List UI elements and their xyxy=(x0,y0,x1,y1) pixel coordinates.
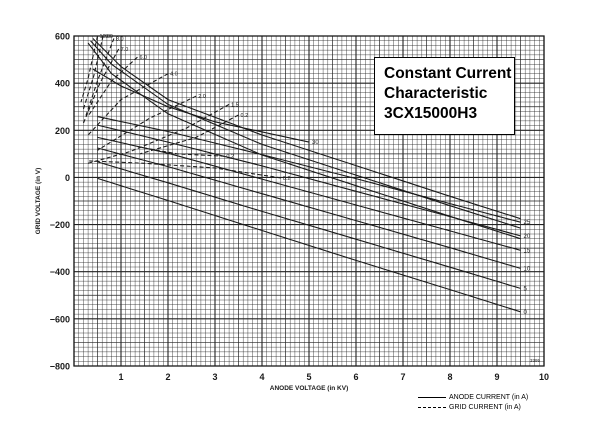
chart-title-line-2: Characteristic xyxy=(384,85,488,102)
legend-label-anode: ANODE CURRENT (in A) xyxy=(449,393,529,401)
anode-current-label: 0 xyxy=(524,310,528,316)
grid-current-label: 6.0 xyxy=(139,55,147,61)
anode-current-line xyxy=(97,116,521,223)
anode-current-label: 10 xyxy=(524,266,531,272)
x-tick-label: 8 xyxy=(447,372,452,382)
x-tick-label: 3 xyxy=(212,372,217,382)
grid-current-line xyxy=(82,48,120,124)
x-tick-label: 10 xyxy=(539,372,549,382)
grid-current-label: 9.0 xyxy=(105,34,113,40)
y-tick-label: −600 xyxy=(50,314,70,324)
x-tick-label: 2 xyxy=(165,372,170,382)
anode-current-line xyxy=(92,38,521,220)
grid-current-line xyxy=(80,36,99,103)
grid-current-curves xyxy=(80,36,281,179)
x-axis-title: ANODE VOLTAGE (in KV) xyxy=(270,385,348,392)
grid-current-label: 4.0 xyxy=(170,72,178,78)
anode-current-label: 30 xyxy=(312,140,319,146)
grid-current-line xyxy=(139,114,239,155)
grid-current-label: 0.2 xyxy=(283,176,291,182)
legend-entry-grid: GRID CURRENT (in A) xyxy=(418,402,528,412)
x-tick-label: 1 xyxy=(118,372,123,382)
anode-current-line xyxy=(90,40,521,229)
chart-title-line-1: Constant Current xyxy=(384,65,512,82)
anode-current-label: 25 xyxy=(524,220,531,226)
grid-current-line xyxy=(87,73,169,136)
x-tick-label: 4 xyxy=(259,372,264,382)
grid-lines xyxy=(73,35,545,367)
grid-current-line xyxy=(97,95,197,151)
grid-current-label: 1.5 xyxy=(231,102,239,108)
grid-current-label: 8.0 xyxy=(116,36,124,42)
chart-legend: ANODE CURRENT (in A) GRID CURRENT (in A) xyxy=(418,392,528,412)
x-tick-label: 6 xyxy=(353,372,358,382)
y-tick-label: 0 xyxy=(65,173,70,183)
y-tick-label: −800 xyxy=(50,362,70,372)
anode-current-label: 15 xyxy=(524,248,531,254)
y-axis-title: GRID VOLTAGE (in V) xyxy=(35,168,42,235)
anode-current-line xyxy=(97,147,521,269)
anode-current-line xyxy=(87,42,521,240)
x-tick-label: 7 xyxy=(400,372,405,382)
plot-border xyxy=(73,35,545,367)
grid-current-label: 0.2 xyxy=(226,154,234,160)
anode-current-label: 20 xyxy=(524,234,531,240)
corner-mark: 3395 xyxy=(530,358,541,363)
legend-dashed-line xyxy=(418,406,446,408)
grid-current-label: 7.0 xyxy=(121,47,129,53)
grid-current-label: 0.2 xyxy=(241,113,249,119)
y-tick-label: −400 xyxy=(50,267,70,277)
grid-current-label: 10.0 xyxy=(100,34,111,40)
y-tick-label: 600 xyxy=(55,32,70,42)
x-tick-label: 5 xyxy=(306,372,311,382)
anode-current-line xyxy=(97,161,521,289)
grid-current-label: 2.0 xyxy=(198,94,206,100)
legend-entry-anode: ANODE CURRENT (in A) xyxy=(418,392,528,402)
chart-title-line-3: 3CX15000H3 xyxy=(384,105,478,122)
legend-solid-line xyxy=(418,396,446,398)
chart-title-box: Constant Current Characteristic 3CX15000… xyxy=(374,57,515,135)
grid-current-line xyxy=(88,160,281,179)
grid-current-line xyxy=(85,38,115,117)
legend-label-grid: GRID CURRENT (in A) xyxy=(449,403,521,411)
grid-current-line xyxy=(87,56,138,117)
y-tick-label: 200 xyxy=(55,126,70,136)
x-tick-label: 9 xyxy=(494,372,499,382)
anode-current-line xyxy=(97,177,521,313)
grid-current-line xyxy=(144,147,225,157)
y-tick-label: −200 xyxy=(50,220,70,230)
grid-current-line xyxy=(87,103,230,164)
anode-current-label: 5 xyxy=(524,286,528,292)
grid-current-line xyxy=(82,36,104,110)
y-tick-label: 400 xyxy=(55,79,70,89)
